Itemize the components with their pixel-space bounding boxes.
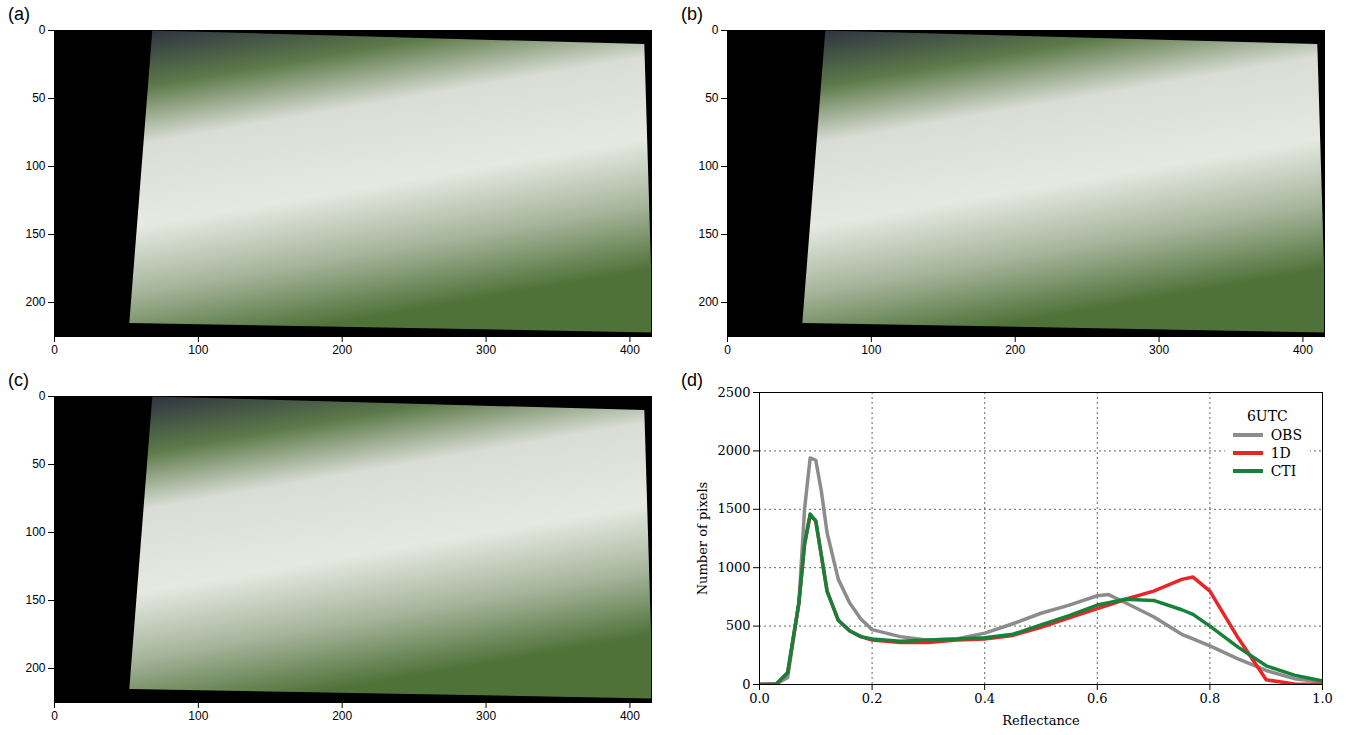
svg-text:0.4: 0.4 xyxy=(974,691,995,706)
svg-text:100: 100 xyxy=(188,343,208,357)
svg-text:200: 200 xyxy=(698,295,718,309)
html-text:6UTC: 6UTC xyxy=(1246,408,1288,424)
svg-text:300: 300 xyxy=(476,709,496,723)
svg-text:0: 0 xyxy=(51,709,58,723)
svg-text:0.8: 0.8 xyxy=(1200,691,1221,706)
html-text:1D: 1D xyxy=(1270,445,1291,461)
svg-text:300: 300 xyxy=(1149,343,1169,357)
svg-text:150: 150 xyxy=(698,227,718,241)
svg-text:1500: 1500 xyxy=(717,501,750,516)
svg-text:300: 300 xyxy=(476,343,496,357)
svg-text:200: 200 xyxy=(1005,343,1025,357)
svg-text:150: 150 xyxy=(25,593,45,607)
html-text:OBS: OBS xyxy=(1270,427,1302,443)
svg-text:0: 0 xyxy=(39,389,46,403)
svg-text:200: 200 xyxy=(25,661,45,675)
svg-text:150: 150 xyxy=(25,227,45,241)
svg-text:50: 50 xyxy=(32,457,46,471)
html-text:(c): (c) xyxy=(8,370,29,390)
svg-text:100: 100 xyxy=(698,159,718,173)
svg-text:100: 100 xyxy=(188,709,208,723)
svg-text:50: 50 xyxy=(32,91,46,105)
svg-text:200: 200 xyxy=(332,343,352,357)
svg-text:0: 0 xyxy=(51,343,58,357)
svg-text:1.0: 1.0 xyxy=(1312,691,1333,706)
svg-text:0.6: 0.6 xyxy=(1087,691,1108,706)
svg-text:200: 200 xyxy=(25,295,45,309)
svg-text:1000: 1000 xyxy=(717,560,750,575)
html-text:(d): (d) xyxy=(681,370,703,390)
svg-text:50: 50 xyxy=(705,91,719,105)
svg-text:Number of pixels: Number of pixels xyxy=(695,482,710,596)
html-text:(b): (b) xyxy=(681,4,703,24)
svg-text:100: 100 xyxy=(25,525,45,539)
svg-text:200: 200 xyxy=(332,709,352,723)
svg-text:0: 0 xyxy=(724,343,731,357)
svg-text:400: 400 xyxy=(620,709,640,723)
html-text:CTI: CTI xyxy=(1270,463,1297,479)
svg-text:0: 0 xyxy=(39,23,46,37)
svg-text:2000: 2000 xyxy=(717,443,750,458)
svg-text:400: 400 xyxy=(620,343,640,357)
svg-text:0: 0 xyxy=(742,677,750,692)
svg-text:500: 500 xyxy=(726,618,751,633)
svg-text:400: 400 xyxy=(1293,343,1313,357)
svg-text:0.2: 0.2 xyxy=(862,691,883,706)
html-text:(a): (a) xyxy=(8,4,30,24)
svg-text:0: 0 xyxy=(712,23,719,37)
svg-text:2500: 2500 xyxy=(717,385,750,400)
svg-text:100: 100 xyxy=(25,159,45,173)
svg-text:100: 100 xyxy=(861,343,881,357)
svg-text:0.0: 0.0 xyxy=(749,691,770,706)
svg-text:Reflectance: Reflectance xyxy=(1002,713,1080,728)
